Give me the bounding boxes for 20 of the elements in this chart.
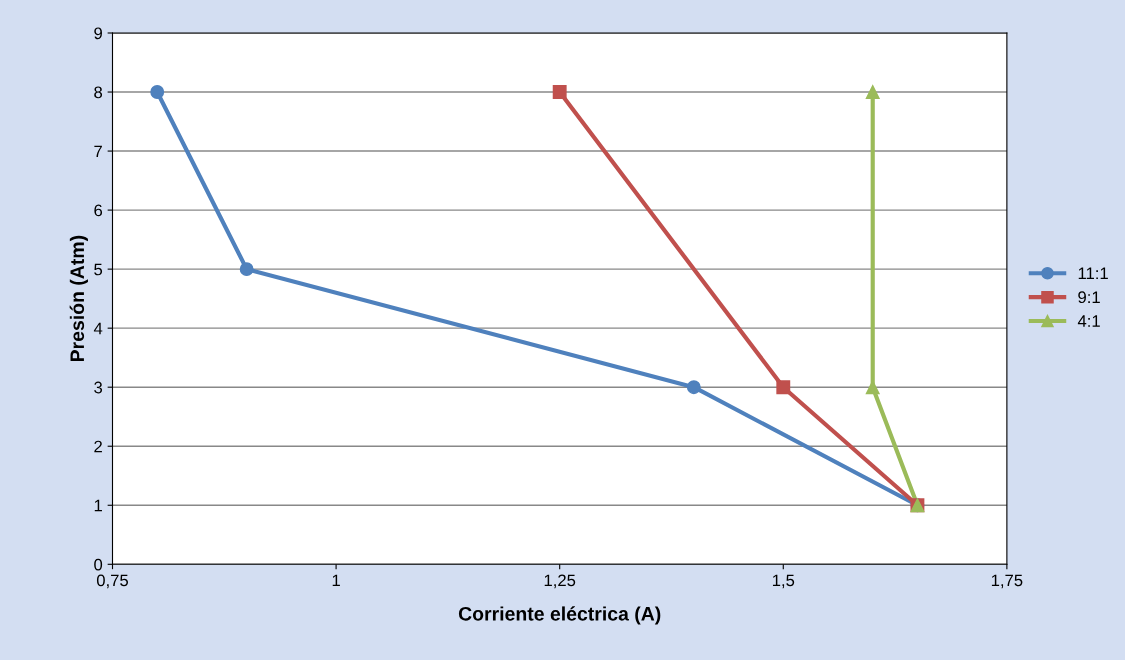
- x-tick-label: 1: [332, 574, 340, 587]
- y-tick-label: 3: [94, 381, 103, 394]
- y-tick-label: 6: [94, 204, 103, 217]
- y-tick-label: 7: [94, 145, 102, 158]
- y-axis-title: Presión (Atm): [69, 235, 88, 362]
- legend-label: 9:1: [1078, 291, 1100, 304]
- x-axis-title: Corriente eléctrica (A): [458, 606, 661, 625]
- x-tick-label: 1,5: [772, 574, 795, 589]
- y-tick-label: 4: [93, 322, 103, 335]
- x-tick-label: 1,25: [544, 574, 576, 589]
- y-tick-label: 5: [94, 263, 103, 276]
- y-tick-label: 8: [94, 86, 103, 99]
- y-tick-label: 2: [94, 440, 102, 453]
- y-tick-label: 9: [94, 27, 102, 40]
- y-tick-label: 0: [94, 558, 103, 571]
- legend-label: 4:1: [1077, 315, 1100, 327]
- x-tick-label: 1,75: [991, 574, 1023, 589]
- y-tick-label: 1: [94, 499, 102, 512]
- legend-label: 11:1: [1078, 267, 1108, 280]
- x-tick-label: 0,75: [96, 574, 129, 589]
